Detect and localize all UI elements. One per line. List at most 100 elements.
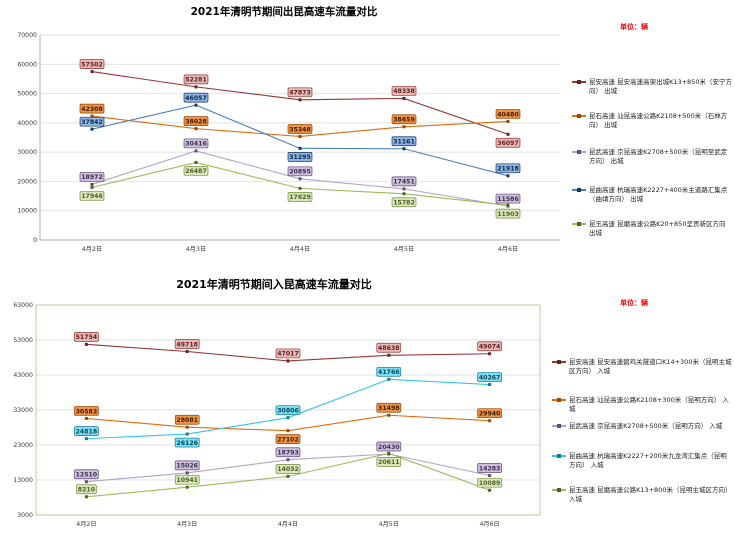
- data-label: 18793: [277, 450, 299, 457]
- data-label-box: [174, 460, 200, 471]
- data-label-box: [391, 136, 417, 147]
- data-point-marker: [402, 147, 406, 151]
- outbound-traffic-chart: 0 10000 20000 30000 40000 50000 60000 70000 4月2日…: [17, 32, 560, 253]
- data-label-box: [376, 441, 402, 452]
- data-label-box: [287, 166, 313, 177]
- legend-entry: 昆玉高速 昆磨高速公路K20+850呈贡新区方向 出城: [572, 220, 733, 238]
- x-tick-label: 4月6日: [479, 521, 499, 528]
- legend-entry: 昆石高速 汕昆高速公路K2108+300米（昆明方向） 入城: [552, 396, 733, 414]
- data-label: 24818: [76, 428, 98, 435]
- legend-label: 昆武高速 京昆高速K2708+500米（昆明方向） 入城: [569, 422, 723, 430]
- data-label: 46057: [185, 95, 207, 102]
- data-label-box: [275, 447, 301, 458]
- data-point-marker: [488, 474, 492, 478]
- data-point-marker: [506, 132, 510, 136]
- data-point-marker: [90, 185, 94, 189]
- legend-marker-icon: [552, 360, 566, 364]
- y-tick-label: 33000: [13, 407, 33, 414]
- data-label-box: [174, 339, 200, 349]
- outbound-unit-label: 单位：辆: [620, 23, 648, 31]
- x-tick-label: 4月3日: [177, 521, 197, 528]
- data-point-marker: [194, 160, 198, 164]
- data-label-box: [79, 59, 105, 69]
- data-point-marker: [90, 127, 94, 131]
- data-label: 49074: [479, 344, 501, 351]
- legend-marker-icon: [572, 114, 586, 118]
- legend-entry: 昆武高速 京昆高速K2708+500米（昆明至武定方向） 出城: [572, 148, 733, 166]
- data-point-marker: [506, 174, 510, 178]
- data-point-marker: [402, 187, 406, 191]
- data-point-marker: [298, 177, 302, 181]
- x-tick-label: 4月5日: [379, 521, 399, 528]
- legend-label: 昆玉高速 昆磨高速公路K13+800米（昆明主城区方向） 入城: [569, 486, 732, 503]
- data-label: 38659: [393, 117, 415, 124]
- data-point-marker: [387, 451, 391, 455]
- data-label: 15026: [176, 463, 198, 470]
- y-tick-label: 60000: [17, 61, 37, 68]
- data-point-marker: [298, 146, 302, 150]
- data-label-box: [275, 348, 301, 359]
- y-tick-label: 40000: [17, 120, 37, 127]
- x-tick-label: 4月2日: [82, 246, 102, 253]
- data-label: 20895: [289, 169, 311, 176]
- legend-entry: 昆玉高速 昆磨高速公路K13+800米（昆明主城区方向） 入城: [552, 486, 733, 504]
- data-label-box: [74, 426, 99, 436]
- data-label-box: [174, 437, 200, 448]
- data-label: 20611: [378, 459, 400, 466]
- y-tick-label: 30000: [17, 149, 37, 156]
- data-label-box: [477, 477, 502, 488]
- data-label: 11586: [497, 196, 519, 203]
- y-tick-label: 10000: [17, 208, 37, 215]
- data-label-box: [183, 74, 209, 85]
- legend-marker-icon: [552, 488, 566, 492]
- data-point-marker: [185, 485, 189, 489]
- x-tick-label: 4月4日: [290, 246, 310, 253]
- data-label: 17629: [289, 194, 311, 201]
- inbound-traffic-chart: 3000 13000 23000 33000 43000 53000 63000 4月2日 4月…: [13, 302, 541, 528]
- data-label: 12510: [76, 472, 98, 479]
- data-point-marker: [84, 437, 88, 441]
- data-point-marker: [286, 359, 290, 363]
- legend-marker-icon: [572, 80, 586, 84]
- data-label: 18972: [81, 174, 103, 181]
- data-label-box: [376, 366, 402, 377]
- data-label-box: [174, 474, 200, 485]
- y-tick-label: 63000: [13, 302, 33, 309]
- outbound-legend: 单位：辆 昆安高速 昆安高速高架出城K13+850米（安宁方向） 出城 昆石高速 …: [568, 0, 735, 268]
- data-label-box: [74, 406, 99, 416]
- data-point-marker: [488, 488, 492, 492]
- inbound-chart-block: 3000 13000 23000 33000 43000 53000 63000 4月2日 4月…: [0, 272, 735, 546]
- data-label: 28081: [176, 417, 198, 424]
- data-label: 51754: [76, 334, 98, 341]
- data-point-marker: [84, 342, 88, 346]
- data-point-marker: [286, 474, 290, 478]
- data-label-box: [495, 193, 521, 204]
- data-label-box: [275, 434, 301, 444]
- data-label-box: [376, 457, 402, 467]
- data-label: 57502: [81, 61, 103, 68]
- legend-entry: 昆石高速 汕昆高速公路K2108+500米（石林方向） 出城: [572, 112, 733, 130]
- x-tick-label: 4月2日: [76, 521, 96, 528]
- data-label: 31295: [289, 154, 311, 161]
- x-tick-label: 4月6日: [498, 246, 518, 253]
- data-label: 20430: [378, 444, 400, 451]
- data-label-box: [391, 86, 417, 96]
- data-label-box: [183, 92, 209, 103]
- legend-marker-icon: [572, 222, 586, 226]
- data-label: 26126: [176, 440, 198, 447]
- data-label-box: [477, 463, 502, 473]
- data-label-box: [287, 152, 313, 162]
- y-tick-label: 3000: [17, 512, 33, 519]
- y-tick-label: 43000: [13, 372, 33, 379]
- data-label: 52281: [185, 77, 207, 84]
- data-label-box: [183, 116, 209, 126]
- data-label: 41766: [378, 369, 400, 376]
- data-label-box: [79, 116, 105, 127]
- data-label-box: [76, 484, 97, 495]
- outbound-chart-block: 0 10000 20000 30000 40000 50000 60000 70000 4月2日…: [0, 0, 735, 268]
- data-point-marker: [84, 480, 88, 484]
- data-point-marker: [298, 186, 302, 190]
- data-label: 14283: [479, 465, 501, 472]
- inbound-chart-title: 2021年清明节期间入昆高速车流量对比: [176, 278, 372, 291]
- data-label-box: [391, 197, 417, 208]
